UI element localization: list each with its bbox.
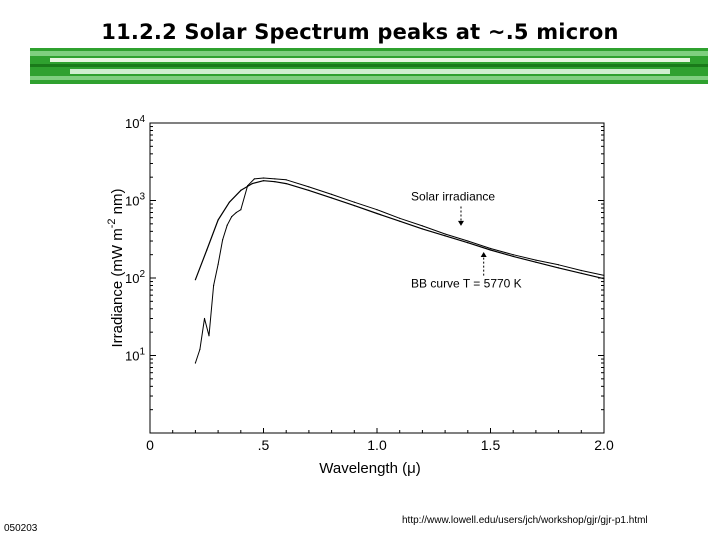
solar-irradiance-point [253,178,255,180]
bb-curve-point [194,279,196,281]
bb-curve-point [603,278,605,280]
solar-irradiance-point [262,177,265,179]
bb-curve-point [240,189,242,191]
bb-curve-point [421,228,423,230]
bb-curve-point [444,235,446,237]
title-banner [30,48,708,84]
y-axis-label: Irradiance (mW m-2 nm) [106,189,126,348]
x-tick-label: .5 [258,437,270,453]
banner-streak-2 [50,58,690,62]
x-tick-label: 1.0 [367,437,387,453]
x-tick-label: 2.0 [594,437,614,453]
banner-streak-3 [30,64,708,67]
solar-irradiance-point [512,254,514,256]
y-tick-label: 103 [125,192,145,209]
bb-curve-point [331,197,333,199]
solar-irradiance-point [444,233,446,235]
solar-irradiance-point [308,186,310,188]
solar-irradiance-point [208,335,210,337]
solar-irradiance-point [235,211,237,214]
plot-frame [149,122,605,434]
solar-irradiance-point [194,362,196,364]
bb-curve-point [580,272,582,274]
y-tick-label: 104 [125,114,145,131]
bb-curve-point [262,180,265,182]
source-url[interactable]: http://www.lowell.edu/users/jch/workshop… [402,515,648,526]
solar-irradiance-point [199,348,201,350]
bb-curve-point [285,183,287,185]
annotation-label: BB curve T = 5770 K [411,277,522,291]
annotation-arrowhead [480,251,487,257]
bb-curve-point [308,189,310,191]
x-axis-label: Wavelength (μ) [319,460,420,477]
annotation-arrowhead [457,220,464,226]
x-tick-label: 0 [146,437,154,453]
footer-code: 050203 [4,523,38,534]
bb-curve-point [228,201,230,203]
annotation-label: Solar irradiance [411,190,495,204]
x-tick-label: 1.5 [481,437,501,453]
solar-irradiance-point [247,185,249,187]
solar-irradiance-point [274,178,276,180]
banner-streak-4 [70,69,670,74]
bb-curve-point [489,249,492,251]
solar-irradiance-point [213,284,215,287]
bb-curve-point [353,205,355,207]
solar-irradiance-point [285,179,287,181]
solar-irradiance-point [580,269,582,272]
solar-irradiance-point [203,317,206,320]
solar-irradiance-point [535,259,537,261]
y-tick-label: 102 [125,269,145,286]
solar-irradiance-point [331,193,333,195]
solar-irradiance-point [222,239,224,241]
solar-irradiance-line [194,177,605,364]
solar-irradiance-point [226,224,228,226]
annotation-layer: Solar irradiance BB curve T = 5770 K [411,190,522,291]
solar-irradiance-point [376,209,378,211]
x-axis: 0 .5 1.0 1.5 2.0 [146,428,614,453]
solar-irradiance-point [489,247,492,250]
slide-title: 11.2.2 Solar Spectrum peaks at ~.5 micro… [101,20,619,44]
bb-curve-point [251,183,253,185]
solar-irradiance-point [231,216,233,218]
bb-curve-point [535,261,537,263]
bb-curve-point [512,255,514,257]
solar-irradiance-point [240,209,242,211]
solar-irradiance-point [217,263,219,265]
bb-curve-point [467,242,469,244]
bb-curve-point [376,212,378,215]
bb-curve-point [206,249,208,251]
banner-streak-5 [30,76,708,80]
bb-curve-point [399,220,401,222]
series-layer [194,177,605,364]
bb-curve-point [558,267,560,269]
solar-irradiance-point [399,217,401,219]
solar-irradiance-point [467,240,469,242]
bb-curve-line [194,180,605,280]
y-tick-label: 101 [125,347,145,364]
solar-irradiance-point [421,225,423,227]
bb-curve-point [274,181,276,183]
solar-irradiance-point [353,201,355,203]
bb-curve-point [217,219,219,221]
y-axis: 101 102 103 104 [125,114,604,434]
solar-irradiance-point [558,264,560,266]
banner-streak-1 [30,51,708,56]
solar-irradiance-point [603,274,605,276]
